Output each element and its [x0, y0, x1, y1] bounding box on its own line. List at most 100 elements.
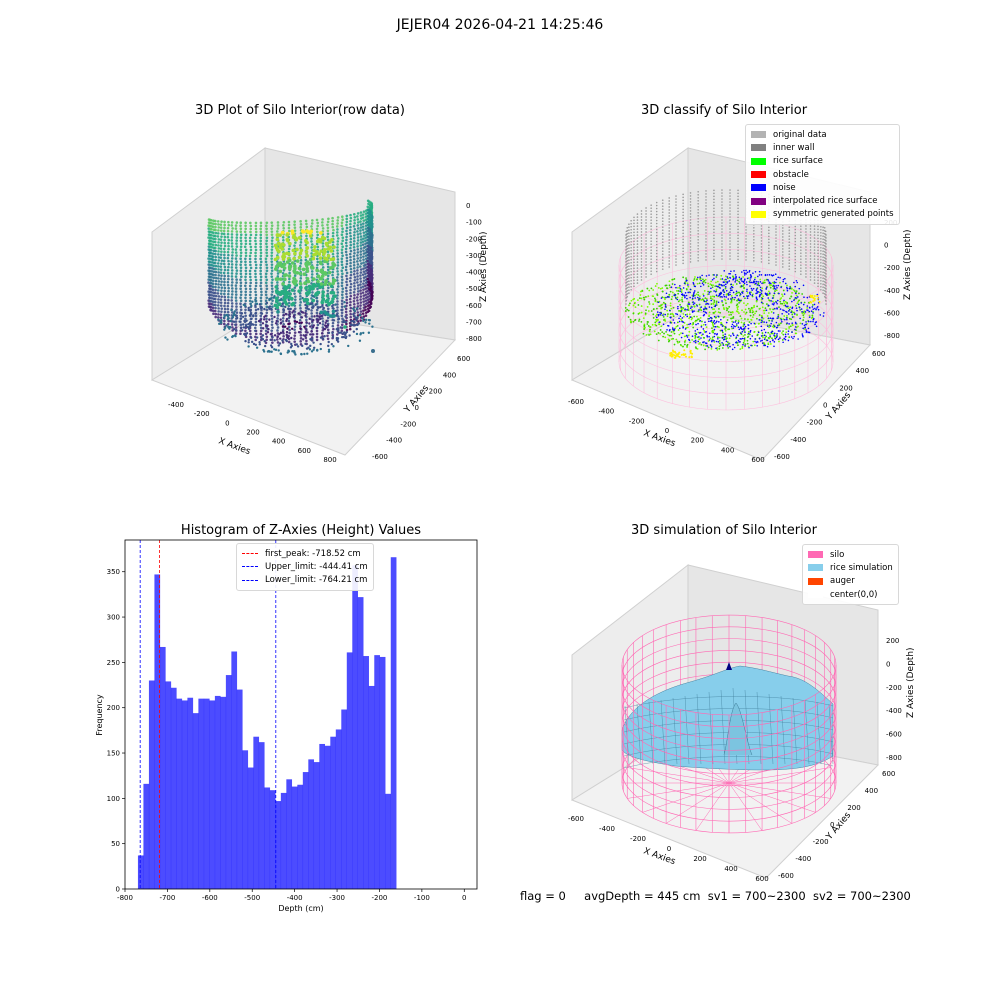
raw-z-tick-label: -700	[466, 318, 482, 326]
simulation-z-tick-label: -400	[886, 707, 902, 715]
simulation-legend-label: center(0,0)	[830, 589, 878, 600]
simulation-legend-item: auger	[808, 575, 893, 588]
histogram-xlabel: Depth (cm)	[278, 904, 323, 913]
simulation-silo-front	[621, 664, 837, 834]
histogram-legend-item: Upper_limit: -444.41 cm	[242, 560, 368, 573]
classify-y-tick-label: -600	[774, 453, 790, 461]
histogram-bar	[159, 646, 166, 889]
histogram-bar	[330, 736, 337, 889]
classify-point-cloud	[624, 189, 827, 359]
histogram-xtick-label: -100	[414, 894, 430, 902]
classify-legend-label: symmetric generated points	[773, 209, 894, 220]
classify-legend-item: noise	[751, 181, 894, 194]
histogram-bar	[247, 767, 254, 889]
simulation-legend-label: rice simulation	[830, 562, 893, 573]
classify-panel-title: 3D classify of Silo Interior	[640, 103, 808, 118]
histogram-bar	[198, 698, 205, 889]
histogram-bar	[297, 784, 304, 889]
raw-z-tick-label: -200	[466, 235, 482, 243]
simulation-x-tick-label: 200	[693, 855, 706, 863]
histogram-bar	[187, 697, 194, 889]
histogram-ytick-label: 150	[107, 750, 120, 758]
histogram-bar	[363, 656, 369, 889]
histogram-bar	[225, 675, 232, 889]
histogram-legend-label: Upper_limit: -444.41 cm	[265, 561, 368, 572]
raw-y-tick-label: 200	[429, 388, 442, 396]
classify-3d-plot: -600 -400 -200 0 200 400 600 -600 -400 -200 0 200 40…	[568, 147, 913, 464]
histogram-bar	[308, 759, 315, 889]
simulation-legend-item: silo	[808, 548, 893, 561]
histogram-bar	[302, 772, 309, 889]
histogram-bar	[203, 698, 210, 889]
simulation-x-tick-label: 600	[755, 875, 768, 883]
histogram-legend: first_peak: -718.52 cm Upper_limit: -444.…	[236, 543, 374, 591]
simulation-legend-item: rice simulation	[808, 561, 893, 574]
simulation-zlabel: Z Axies (Depth)	[906, 647, 916, 718]
classify-legend-swatch	[751, 210, 766, 218]
simulation-z-tick-label: -800	[886, 754, 902, 762]
classify-y-tick-label: -200	[807, 419, 823, 427]
simulation-y-tick-label: 600	[882, 770, 895, 778]
histogram-xtick-label: -300	[329, 894, 345, 902]
simulation-y-tick-label: -400	[795, 855, 811, 863]
classify-legend-item: symmetric generated points	[751, 208, 894, 221]
raw-x-tick-label: 800	[323, 456, 336, 464]
classify-z-tick-label: -800	[884, 332, 900, 340]
histogram-bar	[352, 565, 358, 889]
classify-x-tick-label: 400	[721, 446, 734, 454]
histogram-bar	[357, 597, 364, 889]
simulation-y-tick-label: 400	[865, 787, 878, 795]
raw-z-tick-label: -500	[466, 285, 482, 293]
histogram-bar	[209, 700, 216, 889]
raw-y-tick-label: 600	[457, 355, 470, 363]
histogram-bar	[264, 787, 271, 889]
histogram-ylabel: Frequency	[95, 694, 104, 736]
histogram-ytick-label: 50	[111, 840, 120, 848]
raw-x-tick-label: 0	[225, 419, 229, 427]
raw-x-tick-label: 200	[246, 429, 259, 437]
raw-z-tick-label: -100	[466, 219, 482, 227]
classify-legend-label: rice surface	[773, 156, 823, 167]
raw-y-tick-label: -200	[400, 420, 416, 428]
histogram-bar	[313, 762, 320, 889]
simulation-z-tick-label: 200	[886, 637, 899, 645]
classify-y-tick-label: -400	[790, 436, 806, 444]
classify-x-tick-label: -600	[568, 398, 584, 406]
simulation-x-tick-label: -600	[568, 815, 584, 823]
histogram-chart: -800 -700 -600 -500 -400 -300 -200 -100 0 0 50 100 1…	[95, 539, 478, 913]
histogram-xtick-label: -500	[244, 894, 260, 902]
sv2-text: sv2 = 700~2300	[812, 889, 911, 903]
raw-x-tick-label: 600	[298, 447, 311, 455]
classify-x-tick-label: -400	[598, 408, 614, 416]
histogram-bar	[143, 783, 150, 889]
raw-point-cloud	[207, 199, 375, 356]
simulation-legend-label: silo	[830, 549, 845, 560]
status-footer: flag = 0 avgDepth = 445 cm sv1 = 700~230…	[520, 889, 911, 903]
histogram-legend-item: Lower_limit: -764.21 cm	[242, 574, 368, 587]
simulation-xlabel: X Axies	[642, 846, 677, 867]
classify-ylabel: Y Axies	[824, 390, 853, 422]
center-mound	[723, 702, 753, 756]
classify-y-tick-label: 0	[823, 402, 827, 410]
histogram-bar	[341, 709, 347, 889]
classify-zlabel: Z Axies (Depth)	[903, 229, 913, 300]
classify-y-tick-label: 400	[856, 367, 869, 375]
histogram-bar	[374, 655, 380, 889]
histogram-bar	[192, 713, 199, 889]
classify-legend-label: noise	[773, 182, 796, 193]
histogram-bar	[379, 656, 386, 889]
simulation-z-tick-label: -600	[886, 731, 902, 739]
histogram-bar	[280, 792, 287, 889]
figure-title: JEJER04 2026-04-21 14:25:46	[396, 17, 604, 33]
classify-legend-swatch	[751, 184, 766, 192]
classify-legend-item: rice surface	[751, 155, 894, 168]
histogram-bar	[286, 779, 293, 889]
classify-xlabel: X Axies	[642, 428, 677, 449]
histogram-xtick-label: -400	[287, 894, 303, 902]
histogram-bar	[390, 557, 397, 889]
raw-panel-title: 3D Plot of Silo Interior(row data)	[195, 103, 405, 118]
histogram-ytick-label: 0	[116, 886, 120, 894]
histogram-ytick-label: 100	[107, 795, 120, 803]
classify-legend-label: obstacle	[773, 169, 809, 180]
simulation-legend-item: center(0,0)	[808, 588, 893, 601]
